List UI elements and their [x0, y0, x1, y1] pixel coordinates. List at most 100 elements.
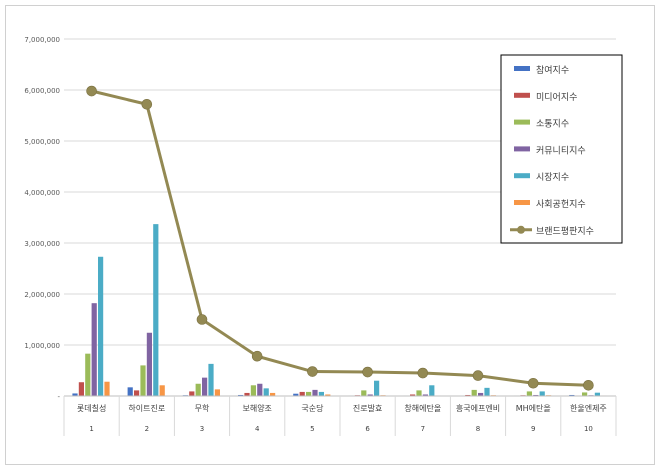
bar — [325, 394, 331, 396]
bar — [244, 392, 250, 396]
bar — [263, 388, 269, 396]
rank-label: 6 — [365, 425, 370, 433]
legend-label: 미디어지수 — [536, 92, 577, 103]
x-tick-label: MH에탄올 — [516, 403, 551, 413]
bar — [299, 391, 305, 396]
rank-label: 1 — [89, 425, 93, 433]
y-axis: - 1,000,000 2,000,000 3,000,000 4,000,000 5,0… — [24, 36, 60, 401]
bar — [471, 389, 477, 396]
bar — [312, 389, 318, 396]
bar — [533, 394, 539, 396]
bar — [484, 387, 490, 396]
rank-label: 8 — [476, 425, 480, 433]
bar — [202, 377, 208, 396]
bar — [153, 224, 159, 396]
legend-swatch — [514, 146, 530, 152]
line-point — [141, 98, 153, 110]
line-point — [362, 366, 373, 378]
bar — [569, 394, 575, 396]
legend-swatch — [514, 119, 530, 125]
line-point — [417, 367, 429, 379]
bar — [422, 394, 428, 396]
bar — [250, 385, 256, 396]
x-tick-label: 국순당 — [301, 403, 324, 413]
legend-swatch — [514, 173, 530, 179]
rank-label: 4 — [255, 425, 260, 433]
x-tick-label: 진로발효 — [353, 403, 382, 413]
x-tick-label: 창해에탄올 — [404, 403, 441, 413]
bar — [91, 303, 97, 396]
bar — [98, 256, 104, 396]
y-tick-label: 2,000,000 — [24, 291, 60, 299]
x-tick-label: 롯데칠성 — [77, 404, 106, 413]
bar — [478, 392, 484, 396]
y-tick-label: 5,000,000 — [24, 138, 60, 146]
line-point — [527, 377, 539, 389]
legend-label: 커뮤니티지수 — [536, 145, 586, 156]
x-tick-label: 보해양조 — [242, 403, 271, 413]
line-point — [251, 350, 263, 362]
bar — [526, 391, 532, 396]
bar — [416, 390, 422, 396]
bar — [214, 389, 220, 396]
y-tick-label: - — [57, 393, 60, 401]
line-point — [196, 314, 208, 325]
bar — [127, 387, 133, 396]
y-tick-label: 1,000,000 — [24, 342, 60, 350]
bar — [146, 332, 152, 396]
bar — [195, 383, 201, 396]
series-line — [91, 89, 589, 387]
bar — [78, 382, 84, 396]
bar — [429, 385, 435, 396]
x-tick-label: 하이트진로 — [128, 403, 165, 413]
bar — [410, 394, 416, 396]
y-tick-label: 4,000,000 — [24, 189, 60, 197]
bar — [293, 393, 299, 396]
bar — [270, 392, 276, 396]
legend-label: 참여지수 — [536, 64, 569, 76]
legend-label: 시장지수 — [536, 172, 569, 183]
x-tick-label: 무학 — [195, 403, 210, 413]
bar — [367, 394, 373, 396]
chart: - 1,000,000 2,000,000 3,000,000 4,000,000 5,0… — [24, 36, 623, 436]
brand-index-line — [86, 85, 594, 391]
bar — [159, 385, 165, 396]
bar — [238, 394, 244, 396]
legend-swatch-marker — [517, 225, 525, 234]
bar — [594, 392, 600, 396]
bar — [465, 394, 471, 396]
legend-swatch — [514, 92, 530, 98]
rank-label: 10 — [584, 425, 593, 433]
bar — [306, 391, 312, 396]
legend-swatch — [514, 200, 530, 205]
line-point — [307, 366, 318, 377]
legend-label: 사회공헌지수 — [536, 199, 586, 210]
x-axis: 롯데칠성 1 하이트진로 2 무학 3 보해양조 4 국순당 5 진로발효 6 창해에탄올 7 흥국에프엔비… — [63, 395, 617, 436]
bar — [140, 365, 146, 396]
rank-label: 7 — [421, 425, 425, 433]
chart-frame: - 1,000,000 2,000,000 3,000,000 4,000,000 5,0… — [5, 5, 655, 465]
line-point — [472, 370, 484, 381]
bar — [361, 390, 367, 396]
bar — [134, 390, 140, 396]
rank-label: 9 — [531, 425, 535, 433]
legend-label: 브랜드평판지수 — [536, 226, 594, 237]
rank-label: 5 — [310, 425, 314, 433]
y-tick-label: 6,000,000 — [24, 87, 60, 95]
line-point — [86, 85, 97, 97]
bar — [374, 380, 380, 396]
bar — [72, 393, 78, 396]
bar — [189, 391, 195, 396]
legend-label: 소통지수 — [536, 119, 569, 130]
bar — [208, 363, 214, 396]
line-point — [583, 379, 594, 391]
x-tick-label: 한울엔제주 — [570, 403, 607, 413]
bar — [257, 383, 263, 396]
legend-swatch — [514, 66, 530, 71]
bar — [539, 391, 545, 396]
bar — [318, 391, 324, 396]
rank-label: 3 — [200, 425, 204, 433]
rank-label: 2 — [145, 425, 149, 433]
bar — [582, 392, 588, 396]
